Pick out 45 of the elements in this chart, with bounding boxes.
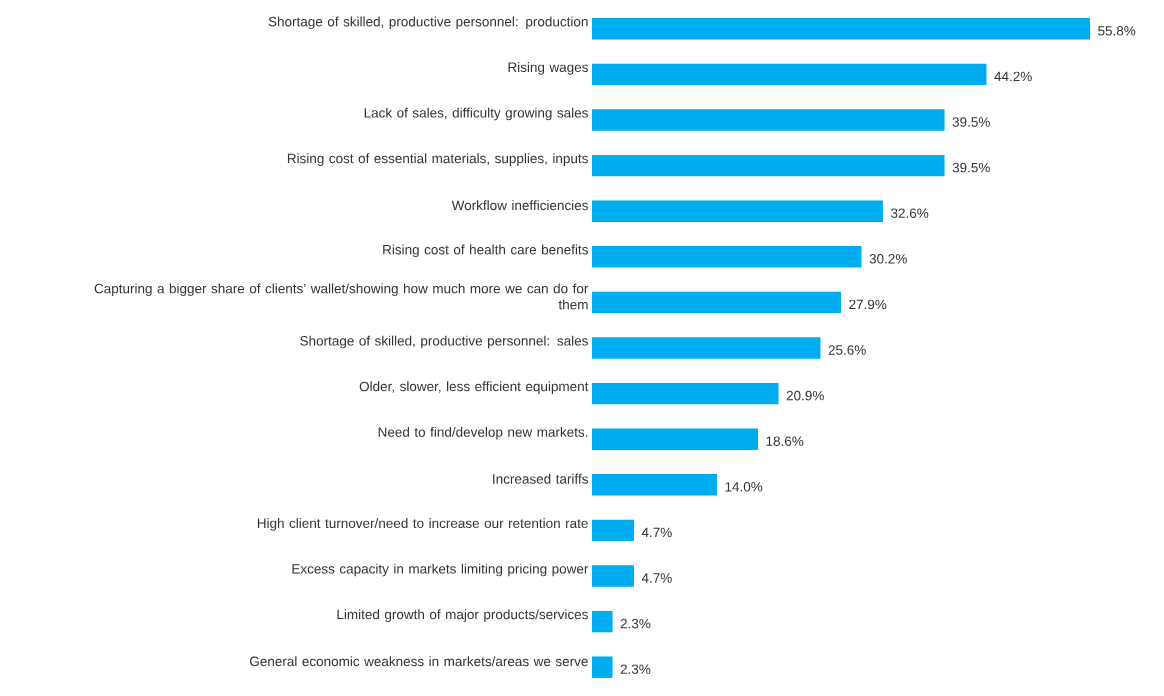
bar (592, 337, 821, 359)
y-tick-label: Capturing a bigger share of clients’ wallet/showing how much more we can do for them (94, 283, 589, 310)
data-label: 2.3% (620, 618, 651, 629)
data-label: 44.2% (994, 71, 1032, 82)
data-label: 25.6% (828, 345, 866, 355)
bar (592, 18, 1091, 40)
data-label: 30.2% (869, 254, 907, 264)
bar (592, 519, 634, 542)
data-label: 39.5% (952, 117, 990, 127)
data-label: 14.0% (725, 482, 763, 492)
y-tick-label: Shortage of skilled, productive personnel: sales (300, 335, 588, 349)
y-tick-label: Increased tariffs (493, 473, 588, 484)
data-label: 4.7% (641, 527, 672, 538)
data-label: 18.6% (766, 436, 804, 446)
bar (592, 291, 842, 314)
y-tick-label: High client turnover/need to increase our retention rate (257, 518, 588, 531)
y-tick-label: Rising cost of essential materials, supplies, inputs (287, 153, 588, 166)
bar (592, 474, 717, 496)
data-label: 39.5% (952, 162, 990, 173)
bar (592, 610, 613, 633)
y-tick-label: Rising cost of health care benefits (383, 244, 588, 258)
bar (592, 382, 779, 405)
data-label: 32.6% (891, 208, 929, 218)
y-tick-label: Shortage of skilled, productive personnel: production (268, 16, 588, 30)
bar (592, 428, 758, 450)
bar (592, 109, 945, 131)
y-tick-label: Workflow inefficiencies (451, 200, 588, 211)
y-tick-label: Rising wages (508, 62, 588, 75)
y-tick-label: Lack of sales, difficulty growing sales (364, 107, 588, 121)
bar (592, 200, 883, 222)
bar (592, 154, 945, 177)
data-label: 20.9% (786, 390, 824, 401)
y-tick-label: Limited growth of major products/services (337, 609, 588, 622)
bar (592, 246, 862, 268)
y-tick-label: Older, slower, less efficient equipment (359, 381, 589, 394)
data-label: 2.3% (620, 664, 651, 674)
y-tick-label: General economic weakness in markets/areas we serve (250, 656, 588, 667)
y-tick-label: Need to find/develop new markets. (378, 426, 588, 440)
y-tick-label: Excess capacity in markets limiting pricing power (292, 563, 589, 577)
data-label: 55.8% (1098, 26, 1136, 36)
bar (592, 565, 634, 587)
data-label: 4.7% (641, 573, 672, 583)
bar (592, 656, 613, 678)
data-label: 27.9% (849, 299, 887, 310)
bar (592, 63, 987, 86)
